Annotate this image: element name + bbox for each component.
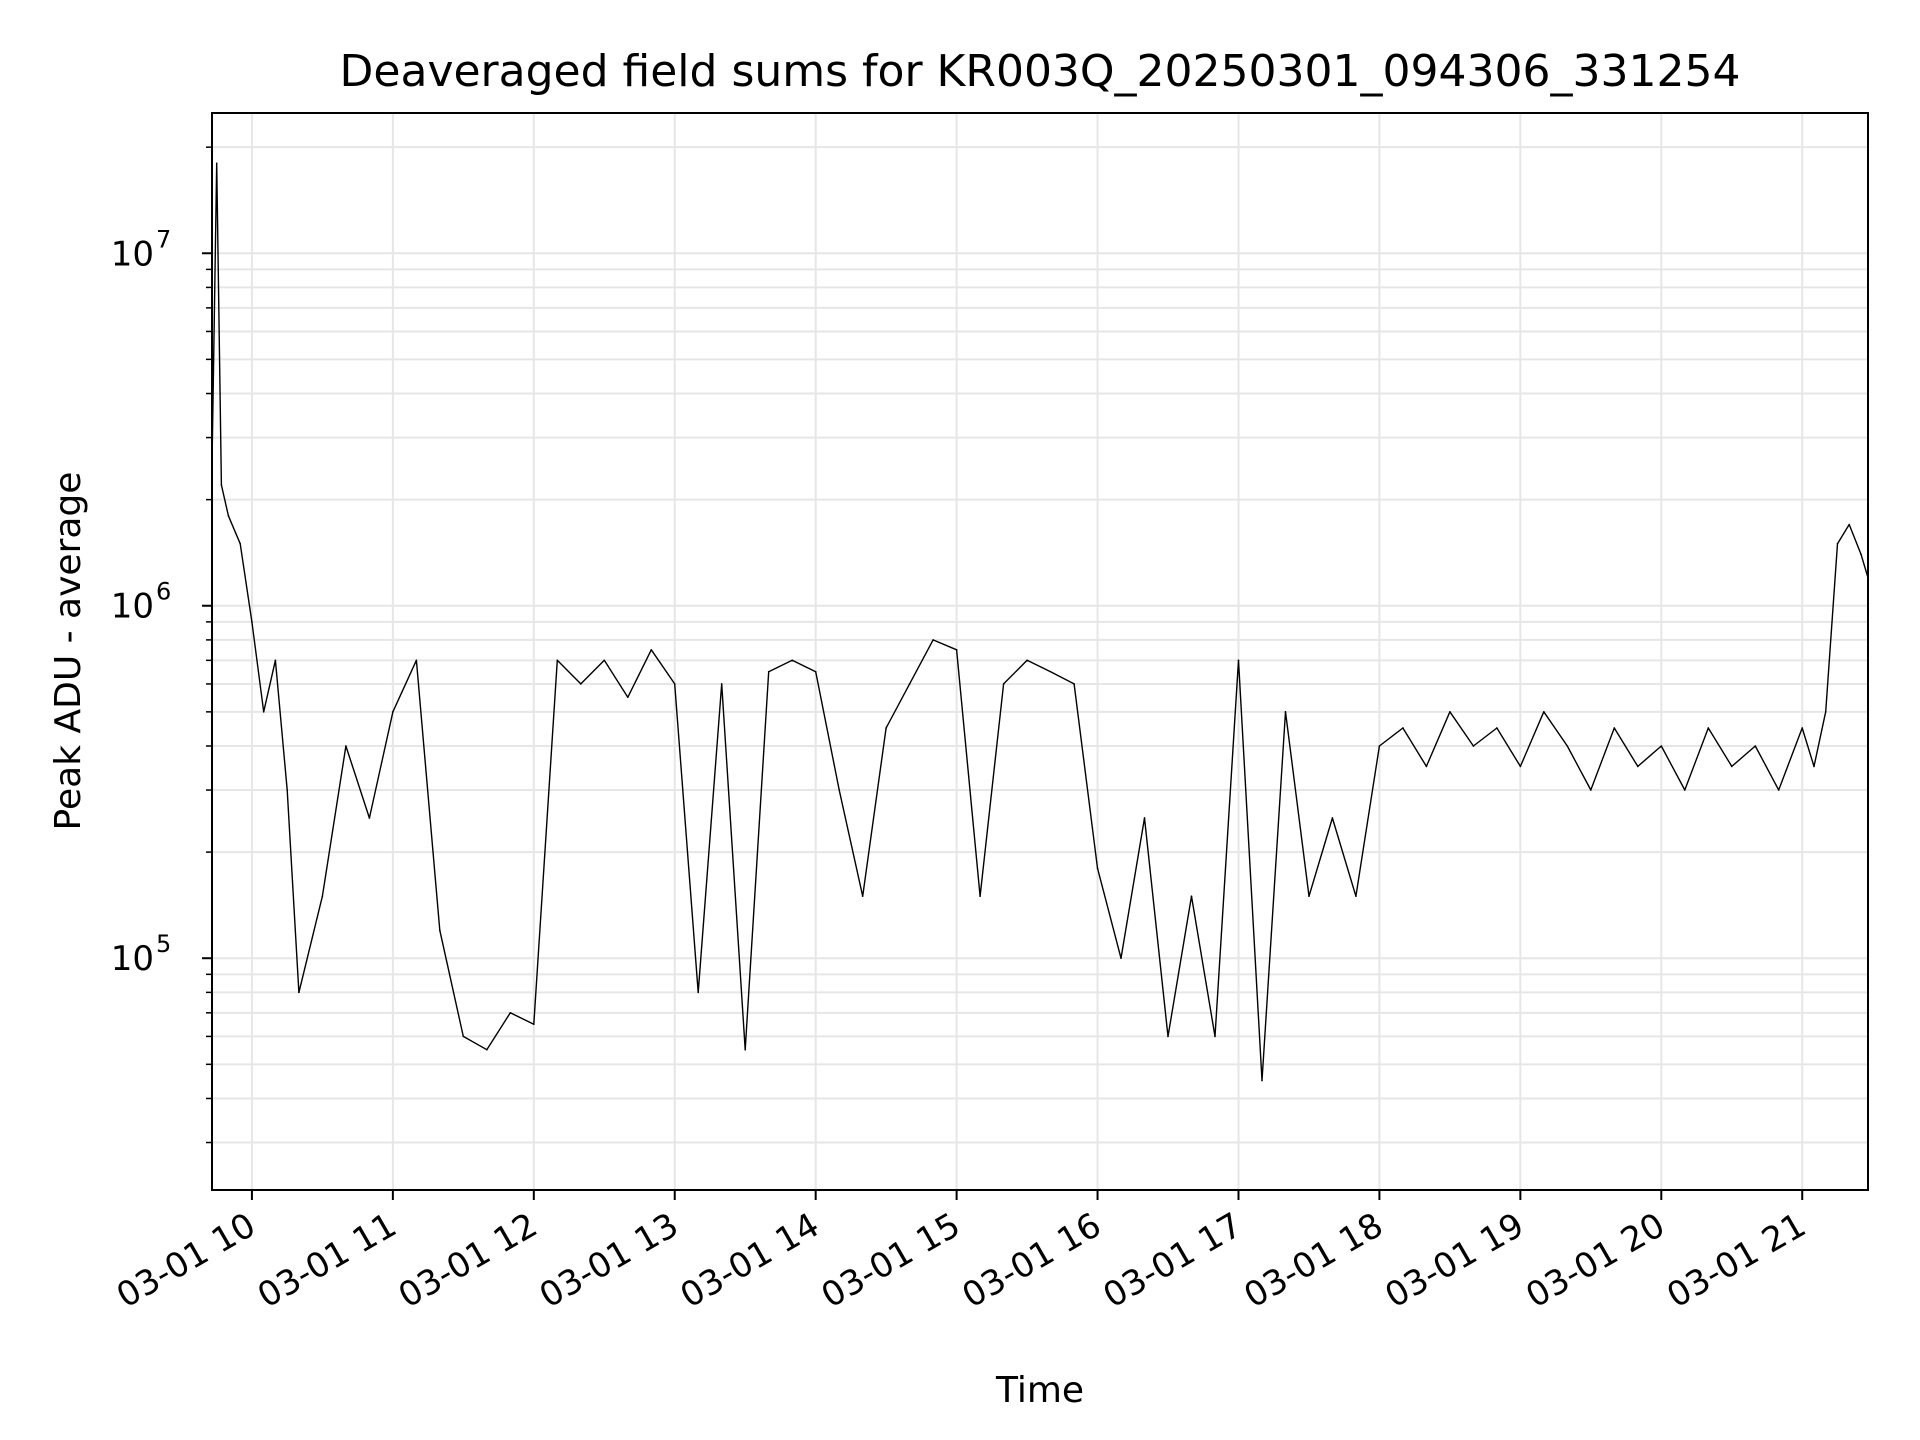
y-tick-exponent: 6	[156, 578, 171, 606]
data-point	[1777, 789, 1780, 791]
data-point	[415, 659, 418, 662]
data-point	[1566, 745, 1569, 747]
data-point	[1143, 817, 1146, 819]
data-point	[1308, 895, 1310, 897]
y-tick-label: 10	[111, 587, 154, 627]
data-point	[1543, 711, 1545, 713]
data-point	[1801, 727, 1804, 729]
data-point	[1355, 895, 1357, 897]
data-point	[345, 745, 347, 747]
data-point	[1096, 867, 1099, 870]
y-tick-exponent: 7	[156, 225, 171, 253]
data-point	[767, 670, 770, 673]
data-point	[603, 659, 606, 662]
data-point	[1331, 817, 1334, 819]
y-tick-exponent: 5	[156, 930, 171, 958]
data-point	[298, 991, 300, 994]
data-point	[1813, 765, 1815, 768]
data-point	[1402, 727, 1404, 729]
data-point	[1120, 957, 1122, 960]
data-point	[1836, 542, 1839, 545]
data-point	[1261, 1079, 1263, 1082]
data-point	[321, 895, 324, 897]
data-point	[1214, 1035, 1216, 1038]
data-point	[1824, 711, 1827, 713]
y-tick-label: 10	[111, 234, 154, 274]
data-point	[885, 727, 887, 729]
data-point	[1860, 553, 1862, 556]
data-point	[1496, 727, 1498, 729]
data-point	[556, 659, 559, 662]
data-point	[697, 991, 700, 994]
data-point	[1472, 745, 1475, 747]
data-point	[1590, 789, 1592, 791]
plot-frame	[211, 112, 1869, 1191]
data-point	[1425, 765, 1428, 768]
data-point	[838, 789, 840, 791]
data-point	[626, 696, 629, 699]
data-point	[1519, 765, 1522, 768]
series-layer	[211, 162, 1869, 1082]
data-point	[1378, 745, 1381, 747]
data-point	[239, 542, 241, 545]
data-point	[509, 1012, 512, 1014]
data-point	[720, 683, 723, 685]
data-point	[392, 711, 394, 713]
data-point	[274, 659, 277, 662]
minor-gridlines	[212, 146, 1868, 1144]
data-point	[1073, 683, 1075, 685]
data-point	[1026, 659, 1028, 662]
data-point	[650, 648, 653, 651]
data-point	[744, 1048, 747, 1051]
data-point	[673, 683, 676, 685]
data-point	[262, 711, 265, 713]
data-point	[215, 162, 218, 165]
data-point	[1049, 670, 1052, 673]
data-point	[439, 929, 441, 932]
data-point	[1237, 659, 1240, 662]
data-point	[1449, 711, 1451, 713]
data-point	[286, 789, 288, 791]
y-axis-label: Peak ADU - average	[48, 472, 89, 831]
x-axis-label: Time	[995, 1370, 1084, 1411]
data-point	[814, 670, 817, 673]
series-line-0	[211, 162, 1869, 1082]
data-point	[227, 514, 230, 517]
data-point	[1707, 727, 1710, 729]
data-point	[368, 817, 371, 819]
chart-title: Deaveraged field sums for KR003Q_2025030…	[340, 46, 1741, 97]
data-point	[1284, 711, 1287, 713]
data-point	[1754, 745, 1757, 747]
data-point	[251, 621, 253, 623]
data-point	[1002, 683, 1005, 685]
data-point	[462, 1035, 465, 1038]
data-point	[1848, 523, 1851, 526]
data-point	[1683, 789, 1686, 791]
data-point	[1730, 765, 1733, 768]
y-tick-label: 10	[111, 939, 154, 979]
data-point	[1167, 1035, 1169, 1038]
data-point	[979, 895, 981, 897]
major-gridlines	[212, 113, 1868, 1190]
data-point	[533, 1023, 535, 1025]
data-point	[1660, 745, 1663, 747]
data-point	[908, 683, 911, 685]
data-point	[1637, 765, 1639, 768]
data-point	[1190, 895, 1193, 897]
data-point	[486, 1048, 488, 1051]
data-point	[932, 639, 934, 641]
data-point	[1613, 727, 1616, 729]
data-point	[579, 683, 582, 685]
data-point	[220, 484, 223, 486]
data-point	[861, 895, 864, 897]
data-point	[955, 648, 958, 651]
data-point	[791, 659, 793, 662]
